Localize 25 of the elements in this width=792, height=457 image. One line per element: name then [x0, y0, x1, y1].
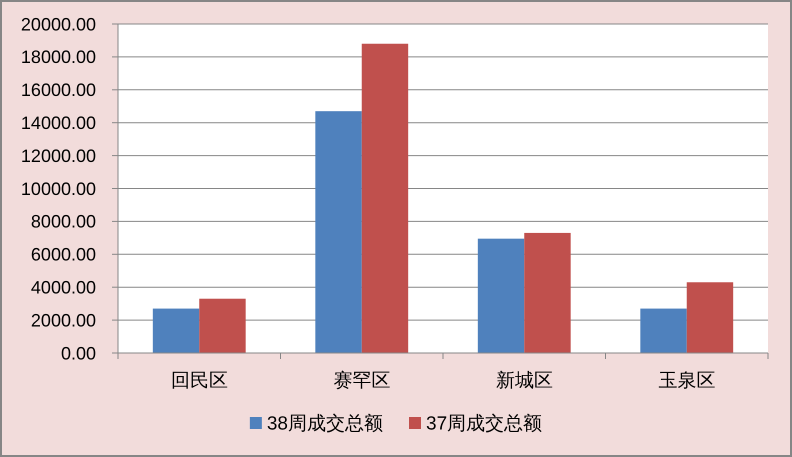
- y-tick-label: 20000.00: [20, 14, 96, 34]
- y-tick-label: 10000.00: [20, 178, 96, 199]
- y-tick-label: 4000.00: [30, 278, 96, 298]
- bar: [199, 298, 246, 353]
- bar: [686, 282, 734, 353]
- bar: [524, 232, 571, 353]
- x-tick-label: 新城区: [496, 370, 553, 392]
- x-tick-label: 玉泉区: [658, 370, 716, 392]
- legend-label: 38周成交总额: [266, 412, 383, 435]
- x-tick-label: 回民区: [170, 370, 228, 392]
- y-tick-label: 16000.00: [20, 80, 96, 100]
- y-tick-label: 0.00: [60, 343, 96, 364]
- y-tick-label: 6000.00: [30, 244, 96, 265]
- legend-label: 37周成交总额: [426, 412, 542, 435]
- y-tick-label: 2000.00: [30, 310, 96, 330]
- y-tick-label: 14000.00: [20, 113, 96, 133]
- bar: [152, 308, 200, 353]
- x-tick-label: 赛罕区: [333, 370, 390, 392]
- bar: [362, 44, 408, 353]
- bar: [315, 111, 362, 353]
- y-tick-label: 12000.00: [20, 146, 96, 166]
- bar: [640, 308, 687, 353]
- bar: [478, 238, 524, 353]
- y-tick-label: 8000.00: [30, 212, 96, 232]
- y-tick-label: 18000.00: [20, 47, 96, 68]
